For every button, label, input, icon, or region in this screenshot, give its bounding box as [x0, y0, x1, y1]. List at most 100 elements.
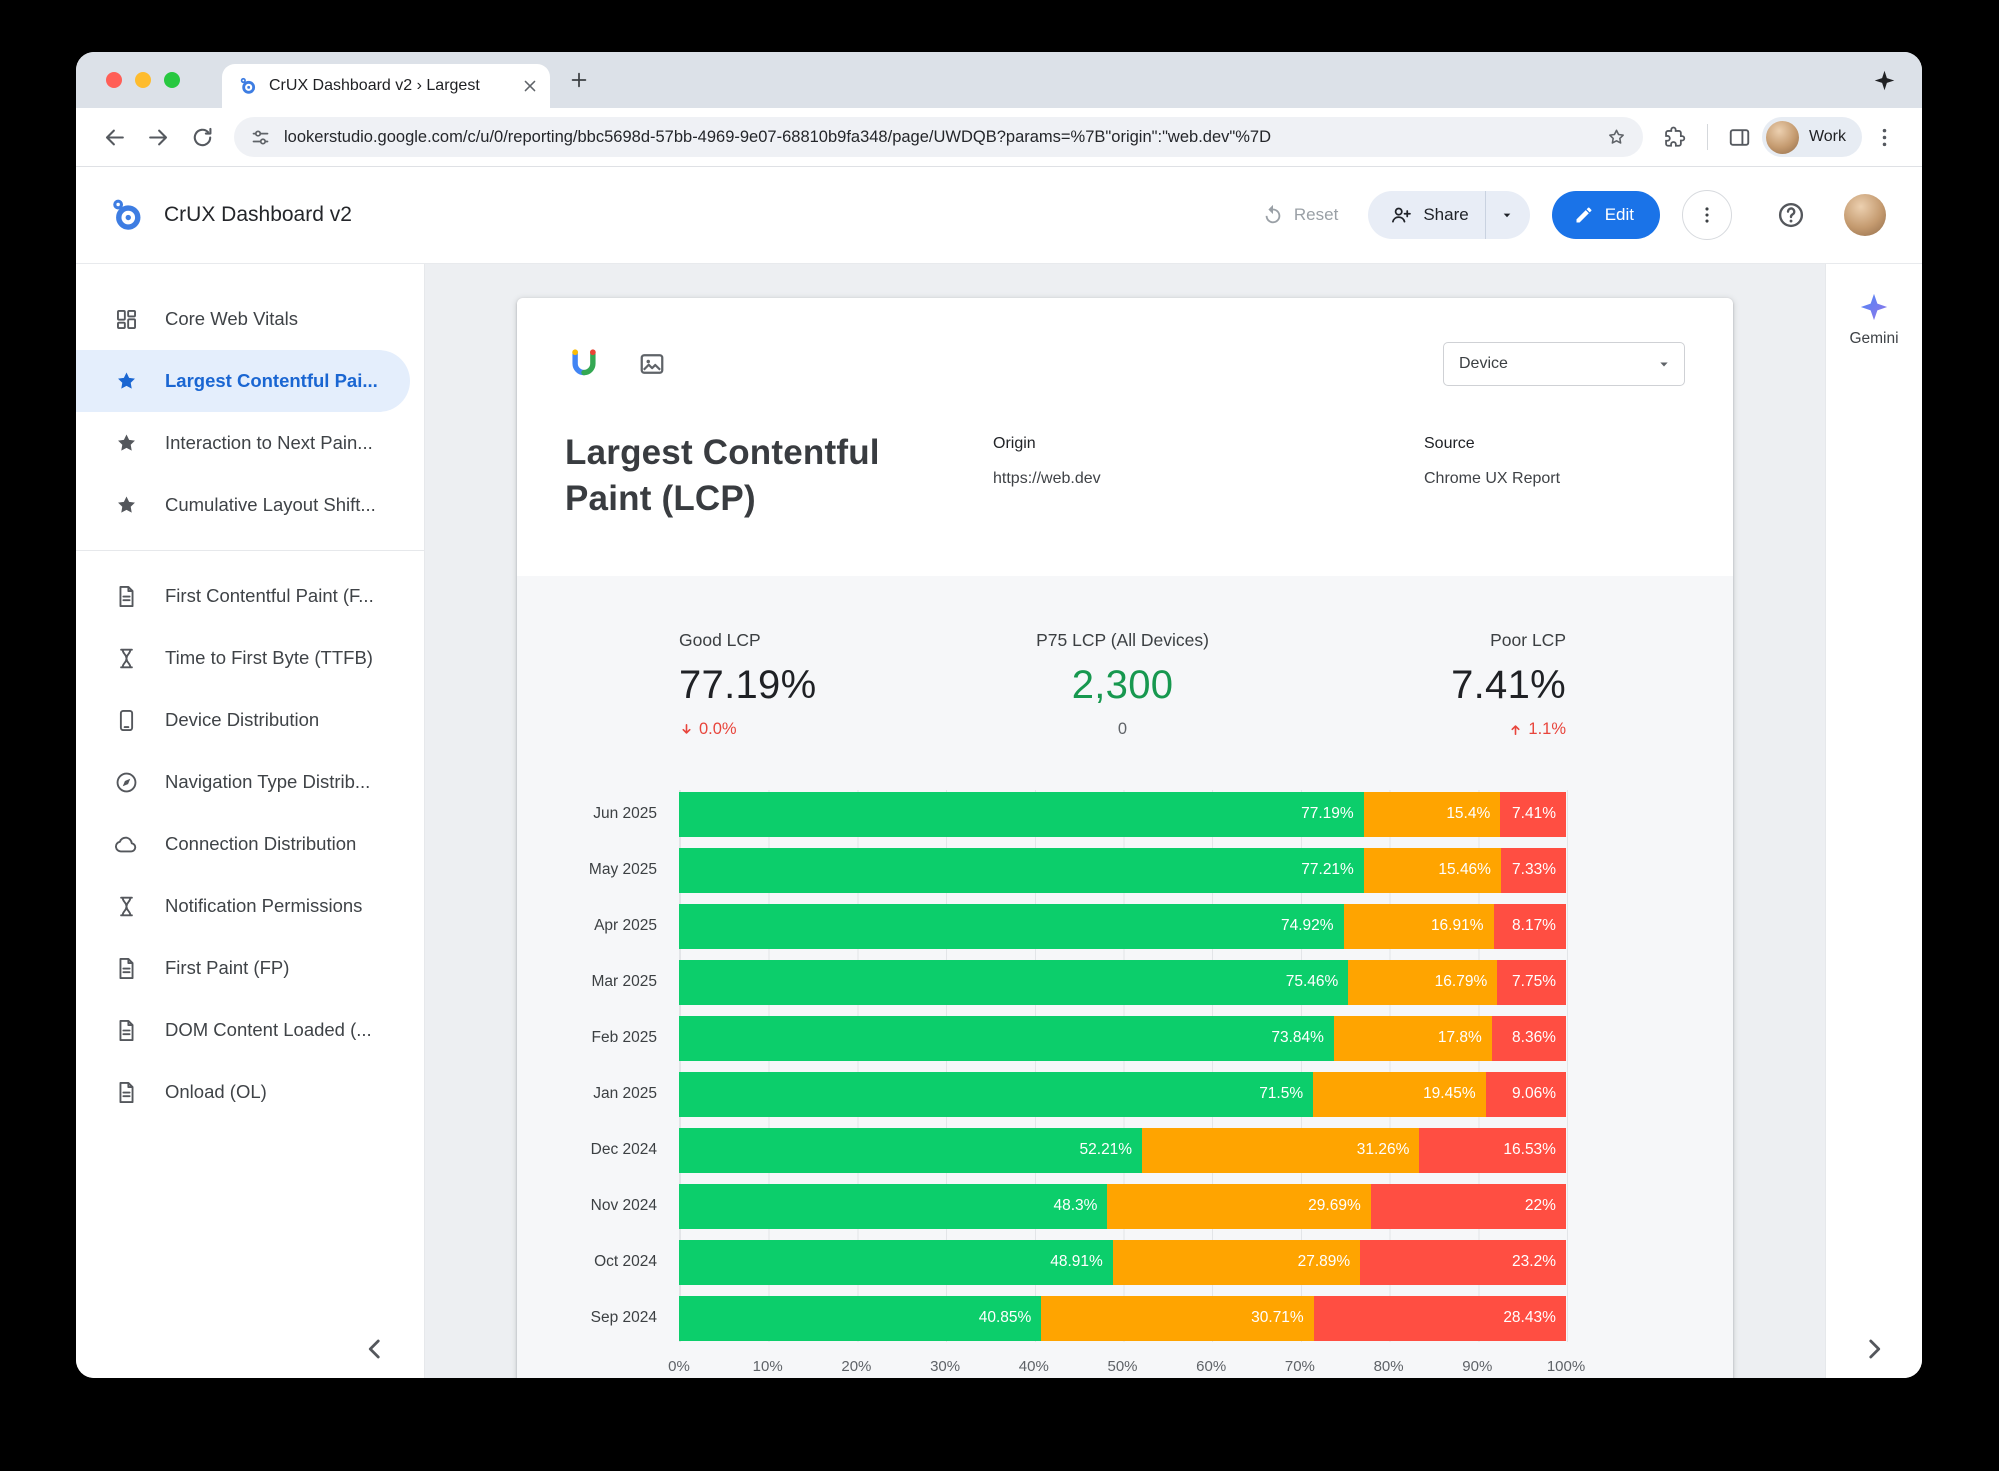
p75-lcp-scorecard[interactable]: P75 LCP (All Devices) 2,300 0 — [1036, 630, 1209, 739]
tab-close-icon[interactable] — [520, 76, 540, 96]
poor-lcp-scorecard[interactable]: Poor LCP 7.41% 1.1% — [1451, 630, 1566, 739]
chart-segment-good[interactable]: 48.91% — [679, 1239, 1113, 1285]
back-button[interactable] — [92, 115, 136, 159]
chart-segment-poor[interactable]: 16.53% — [1419, 1127, 1566, 1173]
looker-studio-logo[interactable] — [108, 196, 146, 234]
document-icon — [114, 584, 139, 609]
browser-tab[interactable]: CrUX Dashboard v2 › Largest — [222, 64, 550, 108]
more-options-button[interactable] — [1682, 190, 1732, 240]
chart-row: Feb 2025 73.84% 17.8% 8.36% — [517, 1010, 1733, 1066]
chart-segment-needs-improvement[interactable]: 15.46% — [1363, 847, 1501, 893]
sidebar-item-navigation-type-distrib[interactable]: Navigation Type Distrib... — [76, 751, 424, 813]
reload-button[interactable] — [180, 115, 224, 159]
report-card: Device Largest Contentful Paint (LCP) Or… — [517, 298, 1733, 1378]
chart-segment-good[interactable]: 48.3% — [679, 1183, 1108, 1229]
address-bar[interactable]: lookerstudio.google.com/c/u/0/reporting/… — [234, 117, 1643, 157]
edit-button[interactable]: Edit — [1551, 191, 1660, 239]
collapse-sidebar-button[interactable] — [360, 1334, 390, 1364]
chart-bar-row: 48.3% 29.69% 22% — [679, 1183, 1566, 1229]
chart-category-label: Mar 2025 — [591, 973, 657, 991]
url-text[interactable]: lookerstudio.google.com/c/u/0/reporting/… — [284, 127, 1272, 146]
chart-segment-good[interactable]: 77.19% — [679, 791, 1364, 837]
chart-row: Dec 2024 52.21% 31.26% 16.53% — [517, 1122, 1733, 1178]
chart-segment-label: 15.4% — [1446, 805, 1491, 823]
side-panel-button[interactable] — [1718, 115, 1762, 159]
bookmark-star-icon[interactable] — [1606, 127, 1627, 148]
chart-segment-label: 19.45% — [1423, 1085, 1476, 1103]
chart-bar-row: 52.21% 31.26% 16.53% — [679, 1127, 1566, 1173]
chart-segment-poor[interactable]: 8.17% — [1493, 903, 1566, 949]
help-button[interactable] — [1776, 200, 1806, 230]
chart-segment-poor[interactable]: 7.33% — [1500, 847, 1566, 893]
chart-segment-good[interactable]: 73.84% — [679, 1015, 1334, 1061]
sidebar-item-dom-content-loaded[interactable]: DOM Content Loaded (... — [76, 999, 424, 1061]
chart-segment-needs-improvement[interactable]: 15.4% — [1363, 791, 1501, 837]
window-close-button[interactable] — [106, 72, 122, 88]
chart-segment-good[interactable]: 77.21% — [679, 847, 1364, 893]
share-main[interactable]: Share — [1368, 191, 1484, 239]
chart-segment-needs-improvement[interactable]: 30.71% — [1041, 1295, 1314, 1341]
chart-segment-good[interactable]: 71.5% — [679, 1071, 1314, 1117]
sidebar-item-interaction-to-next-pain[interactable]: Interaction to Next Pain... — [76, 412, 424, 474]
share-button[interactable]: Share — [1368, 191, 1530, 239]
new-tab-button[interactable] — [568, 69, 590, 91]
sidebar-item-core-web-vitals[interactable]: Core Web Vitals — [76, 288, 424, 350]
sidebar-item-time-to-first-byte-ttfb[interactable]: Time to First Byte (TTFB) — [76, 627, 424, 689]
chart-segment-label: 74.92% — [1280, 917, 1334, 935]
image-icon[interactable] — [637, 349, 667, 379]
chart-segment-good[interactable]: 75.46% — [679, 959, 1349, 1005]
reset-button[interactable]: Reset — [1254, 204, 1346, 226]
chart-segment-needs-improvement[interactable]: 17.8% — [1333, 1015, 1492, 1061]
chart-segment-poor[interactable]: 9.06% — [1485, 1071, 1566, 1117]
expand-rail-button[interactable] — [1859, 1334, 1889, 1364]
sparkle-icon[interactable] — [1873, 69, 1896, 92]
sidebar-item-cumulative-layout-shift[interactable]: Cumulative Layout Shift... — [76, 474, 424, 536]
chart-segment-needs-improvement[interactable]: 19.45% — [1313, 1071, 1486, 1117]
axis-tick-label: 40% — [1018, 1358, 1049, 1376]
report-name[interactable]: CrUX Dashboard v2 — [164, 203, 352, 226]
sidebar-item-first-contentful-paint-f[interactable]: First Contentful Paint (F... — [76, 565, 424, 627]
scorecard-value: 77.19% — [679, 663, 817, 708]
window-zoom-button[interactable] — [164, 72, 180, 88]
chart-segment-poor[interactable]: 28.43% — [1313, 1295, 1566, 1341]
source-block: Source Chrome UX Report — [1424, 430, 1560, 522]
chart-category-label: Jun 2025 — [593, 805, 657, 823]
chart-segment-needs-improvement[interactable]: 27.89% — [1112, 1239, 1361, 1285]
chart-segment-label: 16.79% — [1434, 973, 1488, 991]
browser-menu-button[interactable] — [1862, 115, 1906, 159]
gemini-button[interactable]: Gemini — [1849, 292, 1899, 348]
site-settings-icon[interactable] — [250, 127, 271, 148]
plot-area: Jun 2025 77.19% 15.4% 7.41% May 2025 77.21% 15… — [517, 786, 1733, 1346]
chart-segment-good[interactable]: 52.21% — [679, 1127, 1143, 1173]
window-minimize-button[interactable] — [135, 72, 151, 88]
forward-icon — [146, 125, 171, 150]
chart-segment-needs-improvement[interactable]: 31.26% — [1142, 1127, 1420, 1173]
chart-segment-poor[interactable]: 8.36% — [1491, 1015, 1566, 1061]
chart-segment-needs-improvement[interactable]: 16.91% — [1343, 903, 1494, 949]
chart-segment-good[interactable]: 40.85% — [679, 1295, 1042, 1341]
chart-category-label: Jan 2025 — [593, 1085, 657, 1103]
chart-segment-poor[interactable]: 22% — [1370, 1183, 1566, 1229]
good-lcp-scorecard[interactable]: Good LCP 77.19% 0.0% — [679, 630, 816, 739]
chart-segment-poor[interactable]: 23.2% — [1360, 1239, 1566, 1285]
sidebar-item-largest-contentful-pai[interactable]: Largest Contentful Pai... — [76, 350, 410, 412]
sidebar-item-first-paint-fp[interactable]: First Paint (FP) — [76, 937, 424, 999]
device-filter-dropdown[interactable]: Device — [1443, 342, 1685, 386]
sidebar-item-notification-permissions[interactable]: Notification Permissions — [76, 875, 424, 937]
chart-segment-needs-improvement[interactable]: 29.69% — [1107, 1183, 1371, 1229]
sidebar-item-connection-distribution[interactable]: Connection Distribution — [76, 813, 424, 875]
chart-segment-poor[interactable]: 7.75% — [1497, 959, 1566, 1005]
lcp-stacked-bar-chart: Jun 2025 77.19% 15.4% 7.41% May 2025 77.21% 15… — [517, 786, 1733, 1378]
origin-value: https://web.dev — [993, 470, 1101, 487]
forward-button[interactable] — [136, 115, 180, 159]
scorecard-label: Good LCP — [679, 630, 761, 651]
profile-chip[interactable]: Work — [1761, 117, 1862, 157]
sidebar-item-onload-ol[interactable]: Onload (OL) — [76, 1061, 424, 1123]
account-avatar[interactable] — [1844, 194, 1886, 236]
chart-segment-poor[interactable]: 7.41% — [1500, 791, 1566, 837]
chart-segment-needs-improvement[interactable]: 16.79% — [1348, 959, 1498, 1005]
share-dropdown[interactable] — [1484, 191, 1530, 239]
sidebar-item-device-distribution[interactable]: Device Distribution — [76, 689, 424, 751]
extensions-button[interactable] — [1653, 115, 1697, 159]
chart-segment-good[interactable]: 74.92% — [679, 903, 1344, 949]
